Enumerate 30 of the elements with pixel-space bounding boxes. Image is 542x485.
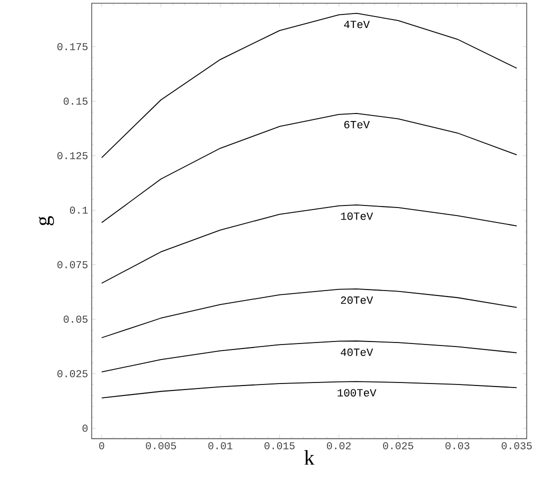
y-tick-label: 0.15 (64, 98, 88, 105)
series-label: 40TeV (340, 348, 374, 356)
y-tick-label: 0.025 (57, 370, 88, 378)
y-tick-label: 0.05 (64, 316, 88, 323)
y-tick-label: 0.075 (57, 261, 88, 268)
x-axis-title: k (304, 450, 314, 465)
series-label: 6TeV (344, 120, 370, 128)
x-tick-label: 0.015 (264, 442, 295, 450)
series-label: 10TeV (341, 212, 374, 220)
line-series (101, 340, 518, 372)
line-series (101, 204, 518, 284)
x-tick-label: 0.035 (502, 442, 532, 450)
line-series (101, 12, 518, 158)
y-tick-label: 0.175 (57, 43, 88, 50)
y-tick-label: 0 (82, 424, 88, 432)
x-tick-label: 0.02 (326, 442, 351, 450)
line-series (101, 381, 518, 398)
line-series (101, 112, 518, 224)
y-tick-label: 0.1 (70, 206, 88, 214)
series-label: 4TeV (344, 20, 370, 28)
series-label: 20TeV (340, 296, 374, 304)
x-tick-label: 0.025 (383, 442, 414, 450)
x-tick-label: 0 (99, 442, 104, 450)
y-axis-title: g (38, 216, 54, 226)
x-tick-label: 0.01 (208, 442, 232, 450)
y-tick-label: 0.125 (57, 152, 88, 160)
x-tick-label: 0.03 (446, 442, 470, 450)
x-tick-label: 0.005 (146, 442, 176, 450)
line-series (101, 288, 518, 338)
series-label: 100TeV (338, 389, 376, 397)
